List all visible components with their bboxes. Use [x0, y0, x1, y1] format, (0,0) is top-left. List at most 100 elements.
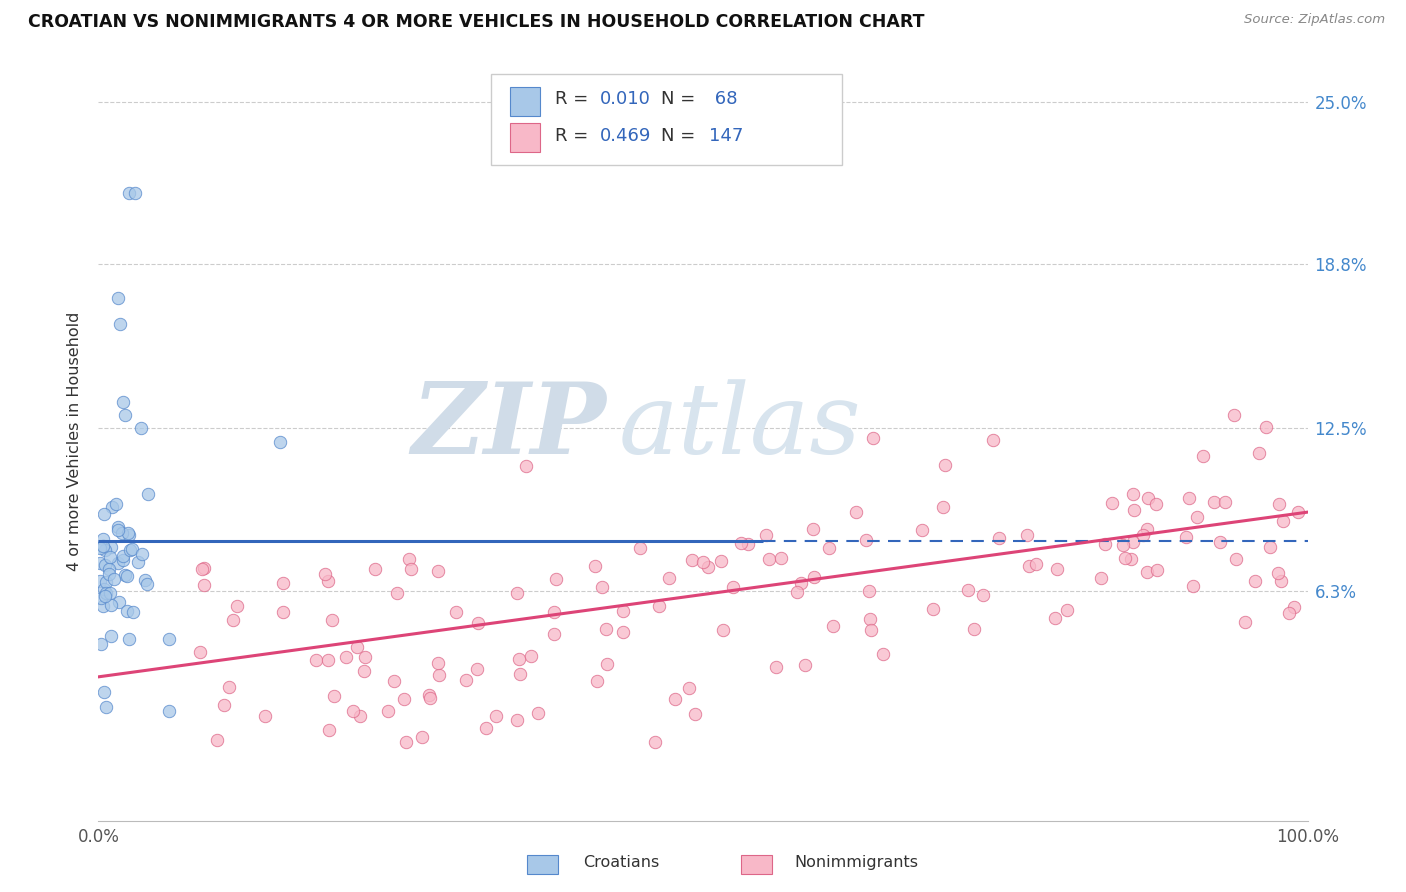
- Point: [100, 540, 122, 554]
- Point: [612, 604, 634, 618]
- FancyBboxPatch shape: [509, 87, 540, 116]
- Point: [1018, 558, 1040, 573]
- Point: [1137, 491, 1160, 506]
- Point: [273, 605, 295, 619]
- Point: [385, 586, 408, 600]
- Point: [100, 598, 122, 612]
- Point: [786, 585, 808, 599]
- Point: [758, 552, 780, 566]
- Point: [91, 539, 114, 553]
- Point: [305, 652, 328, 666]
- Text: 0.010: 0.010: [600, 90, 651, 108]
- Point: [429, 668, 451, 682]
- Point: [93, 508, 115, 522]
- Text: Source: ZipAtlas.com: Source: ZipAtlas.com: [1244, 13, 1385, 27]
- Point: [91, 532, 114, 546]
- Point: [709, 553, 731, 567]
- Point: [467, 616, 489, 631]
- Point: [218, 680, 240, 694]
- Point: [1136, 566, 1159, 580]
- Point: [377, 704, 399, 718]
- Point: [972, 588, 994, 602]
- Point: [1209, 535, 1232, 549]
- Point: [346, 640, 368, 654]
- Point: [94, 700, 117, 714]
- Point: [465, 662, 488, 676]
- Text: ZIP: ZIP: [412, 378, 606, 475]
- Point: [1132, 527, 1154, 541]
- Point: [205, 733, 228, 747]
- Point: [697, 560, 720, 574]
- Point: [1174, 530, 1197, 544]
- Point: [107, 594, 129, 608]
- Point: [136, 577, 159, 591]
- Point: [1122, 503, 1144, 517]
- Point: [1094, 537, 1116, 551]
- Point: [858, 584, 880, 599]
- Point: [1101, 496, 1123, 510]
- Point: [94, 586, 117, 600]
- Point: [755, 528, 778, 542]
- Point: [1233, 615, 1256, 629]
- Point: [129, 421, 152, 435]
- Point: [730, 536, 752, 550]
- Point: [678, 681, 700, 695]
- Point: [134, 574, 156, 588]
- Point: [1178, 491, 1201, 505]
- Point: [769, 551, 792, 566]
- Point: [1249, 445, 1271, 459]
- Point: [1256, 420, 1278, 434]
- Point: [395, 735, 418, 749]
- Point: [98, 585, 121, 599]
- Point: [860, 624, 883, 638]
- Point: [269, 434, 291, 449]
- Point: [658, 571, 681, 585]
- Point: [988, 531, 1011, 545]
- Point: [956, 582, 979, 597]
- Point: [157, 632, 180, 647]
- Point: [921, 601, 943, 615]
- Point: [1025, 557, 1047, 571]
- Point: [1204, 495, 1226, 509]
- Point: [97, 562, 120, 576]
- Point: [1270, 574, 1292, 588]
- Point: [114, 567, 136, 582]
- Point: [1122, 534, 1144, 549]
- Text: R =: R =: [555, 90, 589, 108]
- Point: [222, 613, 245, 627]
- Point: [193, 578, 215, 592]
- Point: [94, 542, 117, 557]
- Point: [644, 735, 666, 749]
- Point: [692, 556, 714, 570]
- Point: [1090, 571, 1112, 585]
- Point: [721, 580, 744, 594]
- Point: [527, 706, 550, 721]
- Point: [131, 547, 153, 561]
- Point: [101, 500, 124, 515]
- Point: [94, 589, 117, 603]
- Point: [98, 549, 121, 564]
- FancyBboxPatch shape: [509, 123, 540, 152]
- Point: [1144, 498, 1167, 512]
- Point: [90, 591, 112, 606]
- Point: [1225, 552, 1247, 566]
- Point: [411, 730, 433, 744]
- Point: [225, 599, 247, 614]
- Point: [485, 709, 508, 723]
- Point: [862, 431, 884, 445]
- Point: [508, 652, 530, 666]
- Point: [89, 541, 111, 555]
- Point: [93, 558, 115, 572]
- Point: [159, 704, 181, 718]
- Point: [1278, 606, 1301, 620]
- Point: [115, 569, 138, 583]
- Point: [1258, 540, 1281, 554]
- Point: [664, 691, 686, 706]
- Point: [1244, 574, 1267, 589]
- Point: [543, 605, 565, 619]
- Point: [136, 487, 159, 501]
- Point: [583, 558, 606, 573]
- Point: [89, 574, 111, 589]
- Point: [363, 562, 385, 576]
- Point: [1114, 551, 1136, 566]
